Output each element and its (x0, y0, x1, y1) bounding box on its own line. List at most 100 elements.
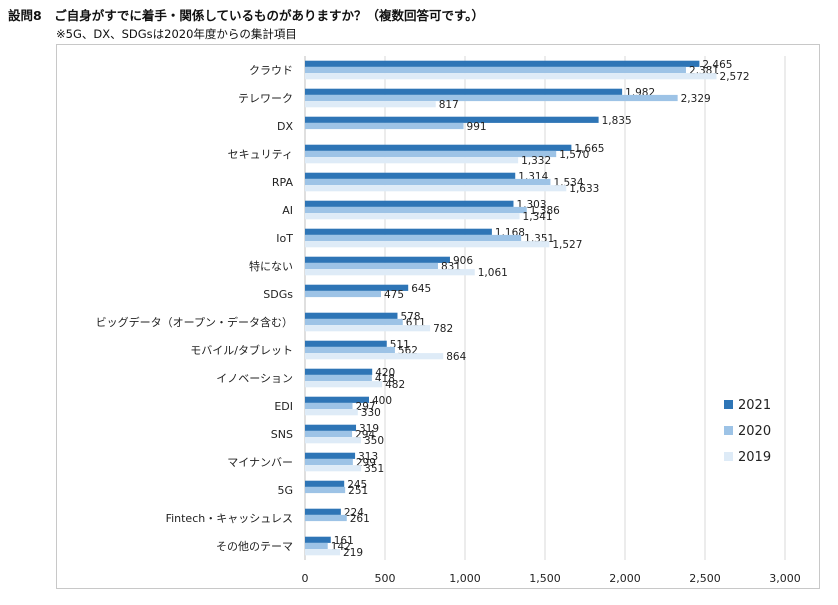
bar-2021 (305, 284, 409, 291)
bar-2021 (305, 88, 623, 95)
category-label: RPA (272, 176, 294, 189)
bar-2021 (305, 480, 345, 487)
category-label: セキュリティ (228, 148, 293, 161)
bar-2019 (305, 409, 358, 416)
legend-label-2019: 2019 (738, 450, 771, 465)
data-label-2019: 351 (364, 463, 384, 475)
bar-2020 (305, 178, 551, 186)
bar-2020 (305, 94, 678, 102)
data-label-2020: 261 (350, 513, 370, 525)
bar-2021 (305, 228, 492, 235)
category-label: IoT (276, 232, 293, 245)
bar-2020 (305, 318, 403, 326)
bar-2020 (305, 150, 557, 158)
bar-2020 (305, 458, 353, 466)
data-label-2019: 219 (343, 547, 363, 559)
data-label-2021: 1,665 (574, 143, 604, 155)
bar-2021 (305, 256, 450, 263)
bar-2019 (305, 437, 361, 444)
data-label-2019: 330 (361, 407, 381, 419)
bar-2021 (305, 312, 398, 319)
bar-2021 (305, 340, 387, 347)
data-label-2019: 350 (364, 435, 384, 447)
bar-2020 (305, 430, 353, 438)
x-tick-label: 2,500 (689, 572, 721, 585)
data-label-2020: 297 (356, 401, 376, 413)
chart-title: 設問8 ご自身がすでに着手・関係しているものがありますか？（複数回答可です。） (8, 8, 484, 23)
data-label-2019: 1,332 (521, 155, 551, 167)
x-tick-label: 500 (375, 572, 396, 585)
category-label: イノベーション (216, 372, 293, 385)
data-label-2020: 2,329 (681, 93, 711, 105)
bar-2021 (305, 200, 514, 207)
bar-2021 (305, 452, 356, 459)
bar-2020 (305, 262, 438, 270)
bar-2020 (305, 234, 522, 242)
legend-swatch-2019 (724, 452, 733, 461)
bar-2019 (305, 465, 362, 472)
bar-2020 (305, 514, 347, 522)
data-label-2020: 251 (348, 485, 368, 497)
chart-subtitle: ※5G、DX、SDGsは2020年度からの集計項目 (56, 27, 297, 41)
bar-2020 (305, 290, 381, 298)
data-label-2019: 1,341 (523, 211, 553, 223)
bar-2019 (305, 241, 550, 248)
bar-2021 (305, 396, 369, 403)
category-label: その他のテーマ (216, 540, 293, 553)
data-label-2019: 782 (433, 323, 453, 335)
x-tick-label: 3,000 (769, 572, 801, 585)
bar-2019 (305, 269, 475, 276)
data-label-2021: 645 (411, 283, 431, 295)
data-label-2021: 319 (359, 423, 379, 435)
bar-2021 (305, 424, 357, 431)
bar-2019 (305, 185, 567, 192)
category-label: AI (282, 204, 293, 217)
bar-2019 (305, 381, 383, 388)
data-label-2020: 1,386 (530, 205, 560, 217)
data-label-2021: 420 (375, 367, 395, 379)
bar-2021 (305, 368, 373, 375)
data-label-2021: 245 (347, 479, 367, 491)
data-label-2019: 1,527 (552, 239, 582, 251)
category-label: SNS (271, 428, 293, 441)
data-label-2019: 864 (446, 351, 466, 363)
category-label: 特にない (249, 259, 293, 273)
category-label: マイナンバー (227, 456, 293, 469)
category-label: DX (277, 120, 293, 133)
bar-2019 (305, 325, 431, 332)
data-label-2021: 224 (344, 507, 364, 519)
bar-2020 (305, 206, 527, 214)
bar-2021 (305, 116, 599, 123)
bar-2020 (305, 66, 686, 74)
bar-2020 (305, 346, 395, 354)
category-label: 5G (277, 484, 293, 497)
category-label: Fintech・キャッシュレス (166, 512, 293, 525)
bar-2019 (305, 101, 436, 108)
bar-2021 (305, 536, 331, 543)
data-label-2019: 1,633 (569, 183, 599, 195)
category-label: SDGs (263, 288, 293, 301)
category-label: モバイル/タブレット (190, 343, 293, 357)
data-label-2019: 817 (439, 99, 459, 111)
data-label-2019: 482 (385, 379, 405, 391)
legend-swatch-2020 (724, 426, 733, 435)
data-label-2021: 578 (400, 311, 420, 323)
category-label: クラウド (249, 64, 293, 77)
data-label-2019: 2,572 (720, 71, 750, 83)
bar-2019 (305, 73, 717, 80)
data-label-2020: 991 (467, 121, 487, 133)
bar-2020 (305, 122, 464, 130)
data-label-2021: 2,465 (702, 59, 732, 71)
data-label-2020: 1,570 (559, 149, 589, 161)
legend-label-2020: 2020 (738, 424, 771, 439)
x-tick-label: 2,000 (609, 572, 641, 585)
chart-frame (56, 44, 820, 589)
bar-2020 (305, 402, 353, 410)
bar-2020 (305, 486, 346, 494)
bar-2021 (305, 144, 572, 151)
bar-2019 (305, 353, 444, 360)
legend-label-2021: 2021 (738, 398, 771, 413)
data-label-2020: 475 (384, 289, 404, 301)
bar-2021 (305, 508, 341, 515)
